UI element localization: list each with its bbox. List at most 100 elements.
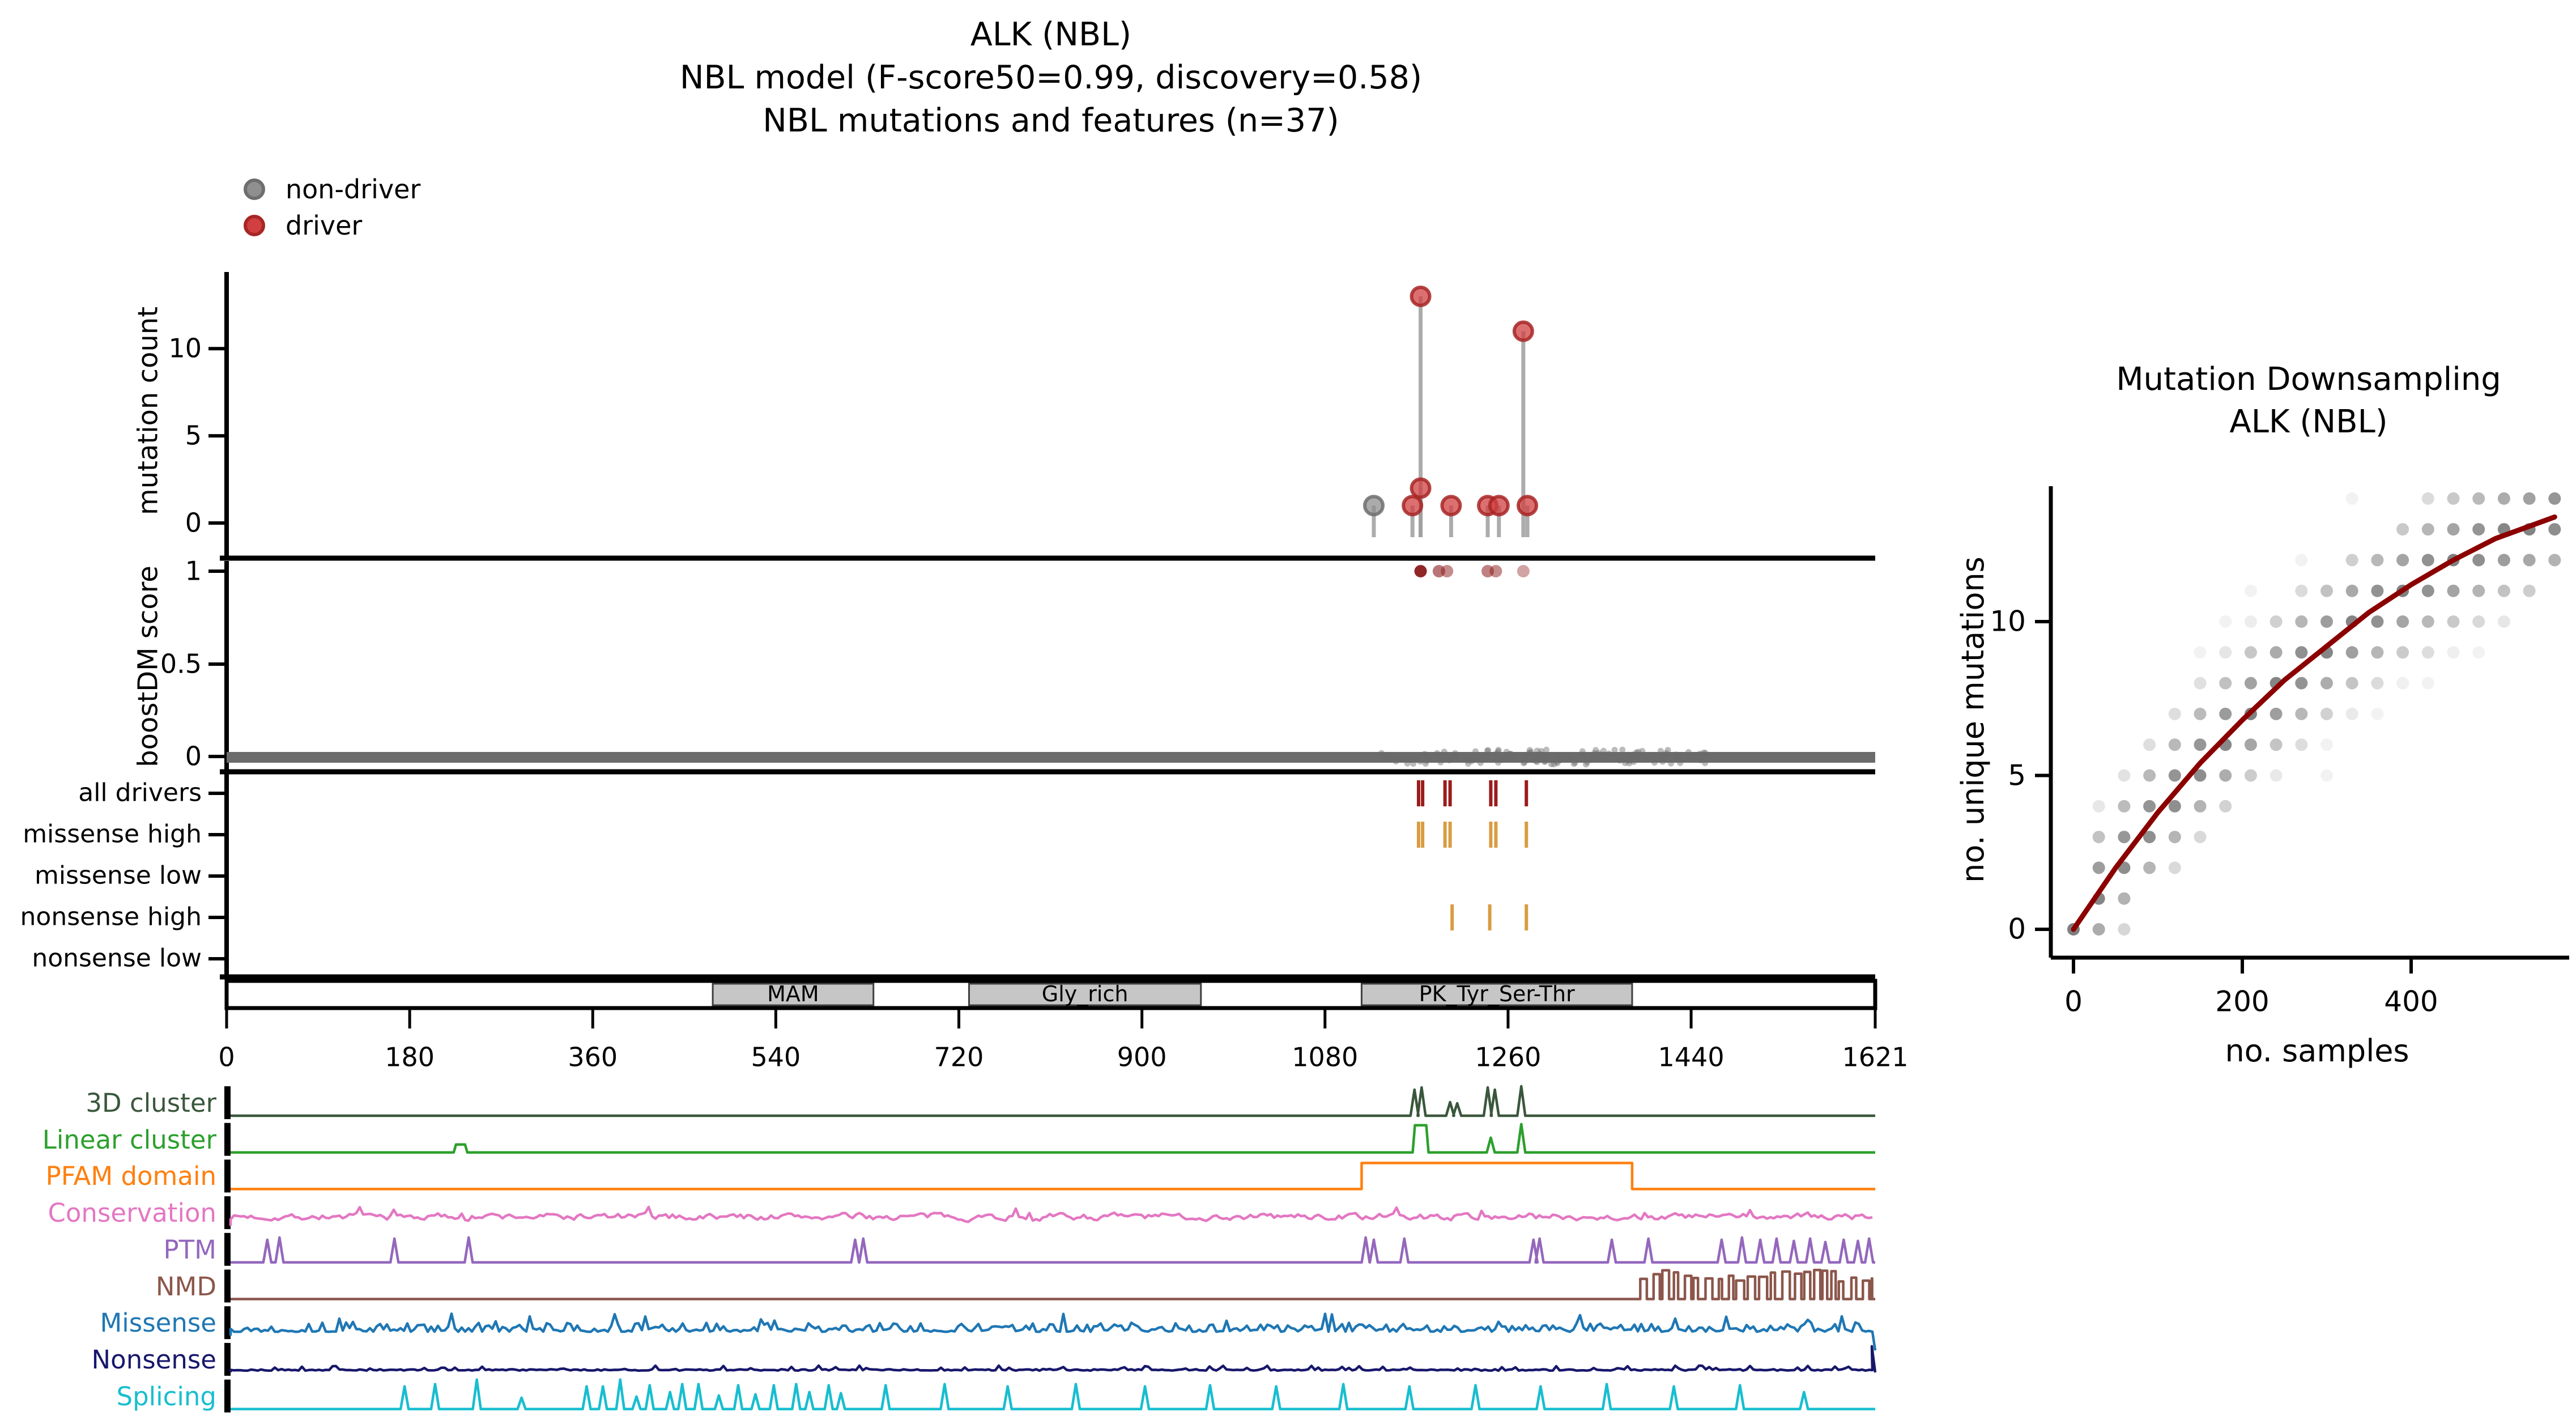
downsampling-dot: [2168, 800, 2181, 813]
downsampling-xlabel: no. samples: [2225, 1032, 2409, 1069]
downsampling-dot: [2421, 646, 2434, 659]
feature-label-3D-cluster: 3D cluster: [86, 1088, 216, 1119]
downsampling-dot: [2320, 677, 2333, 690]
downsampling-dot: [2143, 861, 2156, 874]
downsampling-dot: [2421, 584, 2434, 597]
boostdm-zero-band-dot: [1554, 760, 1561, 767]
boostdm-zero-band-dot: [1611, 746, 1618, 753]
boostdm-zero-band-dot: [1404, 760, 1411, 767]
boostdm-zero-band-dot: [1635, 753, 1642, 759]
boostdm-zero-band-dot: [1464, 757, 1471, 764]
downsampling-dot: [2118, 892, 2131, 905]
boostdm-zero-band-dot: [1484, 747, 1491, 754]
downsampling-dot: [2421, 523, 2434, 536]
boostdm-zero-band-dot: [1472, 748, 1479, 755]
boostdm-zero-band-dot: [1626, 760, 1633, 767]
downsampling-dot: [2244, 738, 2257, 751]
feature-left-bar: [224, 1269, 231, 1303]
boostdm-zero-band-dot: [1422, 760, 1429, 767]
downsampling-ytick-label: 5: [2008, 758, 2026, 792]
boostdm-zero-band-dot: [1393, 758, 1399, 765]
boostdm-zero-band-dot: [1565, 754, 1572, 761]
downsampling-dot: [2345, 677, 2358, 690]
boostdm-zero-band-dot: [1423, 758, 1430, 764]
downsampling-dot: [2194, 646, 2207, 659]
downsampling-dot: [2371, 554, 2384, 567]
mutation-dot-nondriver: [1362, 495, 1385, 517]
feature-label-Nonsense: Nonsense: [91, 1345, 217, 1375]
boostdm-zero-band-dot: [1382, 754, 1389, 760]
downsampling-dot: [2396, 677, 2409, 690]
boostdm-zero-band-dot: [1464, 760, 1471, 767]
boostdm-zero-band-dot: [1386, 751, 1393, 758]
boostdm-ytick-label: 0.5: [160, 648, 202, 679]
boostdm-zero-band-dot: [1694, 753, 1701, 759]
nondriver-dot-icon: [244, 178, 265, 201]
boostdm-zero-band-dot: [1674, 755, 1680, 762]
feature-left-bar: [224, 1123, 231, 1156]
driver-row-label-nonsense-high: nonsense high: [20, 902, 202, 932]
boostdm-zero-band-dot: [1664, 747, 1671, 754]
boostdm-zero-band-dot: [1600, 747, 1607, 754]
figure-title-line1: ALK (NBL): [970, 16, 1132, 54]
boostdm-zero-band-dot: [1584, 759, 1591, 766]
boostdm-zero-band-dot: [1651, 759, 1658, 766]
downsampling-dot: [2371, 677, 2384, 690]
legend-label-nondriver: non-driver: [286, 174, 421, 205]
boostdm-zero-band-dot: [1521, 759, 1528, 766]
downsampling-dot: [2320, 707, 2333, 720]
feature-track-line-Conservation: [229, 1205, 1873, 1226]
boostdm-zero-band-dot: [1622, 759, 1629, 766]
feature-label-NMD: NMD: [155, 1271, 216, 1302]
feature-left-bar: [224, 1306, 231, 1340]
boostdm-zero-band-dot: [1633, 749, 1640, 756]
legend-item-driver: driver: [244, 211, 362, 241]
downsampling-dot: [2092, 800, 2105, 813]
x-axis-tick-label: 720: [934, 1042, 984, 1073]
downsampling-dot: [2295, 584, 2308, 597]
downsampling-dot: [2118, 831, 2131, 844]
boostdm-zero-band-dot: [1700, 749, 1707, 756]
boostdm-zero-band-dot: [1582, 761, 1589, 768]
boostdm-zero-band-dot: [1532, 758, 1539, 764]
feature-track-line-PFAM-domain: [231, 1162, 1875, 1191]
feature-label-Missense: Missense: [100, 1308, 216, 1338]
downsampling-dot: [2219, 615, 2232, 628]
downsampling-dot: [2092, 923, 2105, 936]
boostdm-zero-band-dot: [1590, 752, 1597, 759]
mutation-dot-driver: [1410, 477, 1432, 499]
needle-ytick-label: 5: [185, 420, 202, 451]
boostdm-zero-band-dot: [1663, 750, 1670, 756]
boostdm-zero-band-dot: [1619, 746, 1626, 753]
downsampling-dot: [2396, 615, 2409, 628]
downsampling-dot: [2497, 492, 2510, 505]
boostdm-zero-band-dot: [1441, 749, 1447, 755]
mutation-dot-driver: [1517, 495, 1539, 517]
downsampling-xtick-label: 400: [2384, 985, 2438, 1018]
boostdm-zero-band-dot: [1677, 753, 1684, 759]
boostdm-zero-band-dot: [1579, 748, 1586, 755]
boostdm-zero-band-dot: [1447, 755, 1454, 762]
downsampling-dot: [2194, 707, 2207, 720]
downsampling-dot: [2447, 646, 2460, 659]
downsampling-dot: [2345, 492, 2358, 505]
downsampling-dot: [2270, 738, 2283, 751]
downsampling-title-line2: ALK (NBL): [2229, 403, 2388, 440]
downsampling-dot: [2118, 800, 2131, 813]
downsampling-dot: [2396, 646, 2409, 659]
boostdm-zero-band-dot: [1572, 759, 1578, 766]
figure-title-line3: NBL mutations and features (n=37): [763, 102, 1339, 140]
downsampling-dot: [2472, 615, 2485, 628]
boostdm-zero-band-dot: [1685, 754, 1692, 760]
downsampling-dot: [2118, 769, 2131, 782]
boostdm-zero-band-dot: [1697, 757, 1704, 764]
downsampling-dot: [2523, 584, 2536, 597]
driver-dot-icon: [244, 215, 265, 237]
boostdm-zero-band-dot: [1526, 747, 1533, 754]
boostdm-zero-band-dot: [1643, 753, 1650, 760]
boostdm-zero-band-dot: [1639, 747, 1646, 754]
downsampling-dot: [2472, 584, 2485, 597]
downsampling-dot: [2497, 615, 2510, 628]
boostdm-zero-band: [227, 752, 1875, 763]
